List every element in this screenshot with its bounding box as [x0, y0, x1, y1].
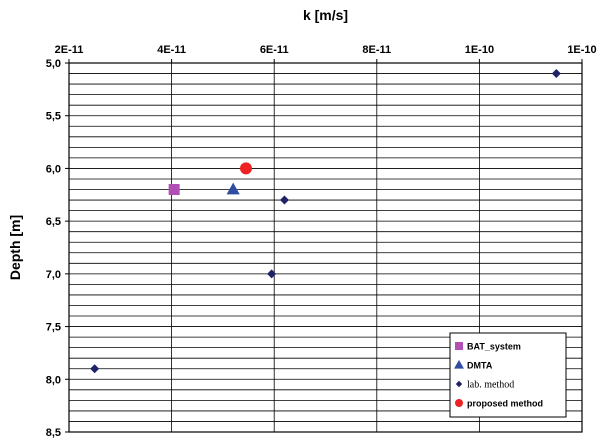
legend-marker-diamond [455, 380, 463, 388]
data-point-diamond [90, 364, 100, 374]
legend-label: DMTA [467, 361, 493, 371]
y-tick-label: 7,0 [46, 269, 61, 281]
y-tick-label: 7,5 [46, 322, 61, 334]
y-tick-labels: 5,0 5,5 6,0 6,5 7,0 7,5 8,0 8,5 [46, 58, 61, 438]
x-tick-label: 1E-10 [465, 44, 494, 56]
data-points [90, 69, 561, 374]
y-tick-label: 8,0 [46, 374, 61, 386]
legend-marker-circle [455, 399, 463, 407]
x-axis-title: k [m/s] [303, 7, 348, 23]
y-tick-label: 6,0 [46, 163, 61, 175]
y-axis-title: Depth [m] [7, 215, 23, 280]
data-point-diamond [267, 269, 277, 279]
data-point-square [168, 184, 180, 196]
y-tick-label: 8,5 [46, 427, 61, 438]
x-tick-label: 4E-11 [157, 44, 186, 56]
x-tick-label: 2E-11 [55, 44, 84, 56]
x-tick-label: 6E-11 [260, 44, 289, 56]
legend: BAT_system DMTA lab. method proposed method [449, 332, 567, 418]
legend-marker-triangle [454, 359, 464, 369]
x-tick-labels: 2E-11 4E-11 6E-11 8E-11 1E-10 1E-10 [55, 44, 597, 56]
legend-marker-square [455, 342, 463, 350]
legend-label: BAT_system [467, 342, 521, 352]
x-tick-label: 1E-10 [567, 44, 596, 56]
legend-label: proposed method [467, 399, 543, 409]
x-tick-label: 8E-11 [362, 44, 391, 56]
y-tick-label: 5,5 [46, 111, 61, 123]
data-point-circle [239, 162, 252, 175]
y-tick-label: 6,5 [46, 216, 61, 228]
plot-area [68, 62, 583, 433]
legend-label: lab. method [467, 380, 514, 391]
legend-box [449, 332, 567, 418]
data-point-diamond [279, 195, 289, 205]
data-point-triangle [226, 182, 240, 195]
y-tick-label: 5,0 [46, 58, 61, 70]
data-point-diamond [551, 69, 561, 79]
